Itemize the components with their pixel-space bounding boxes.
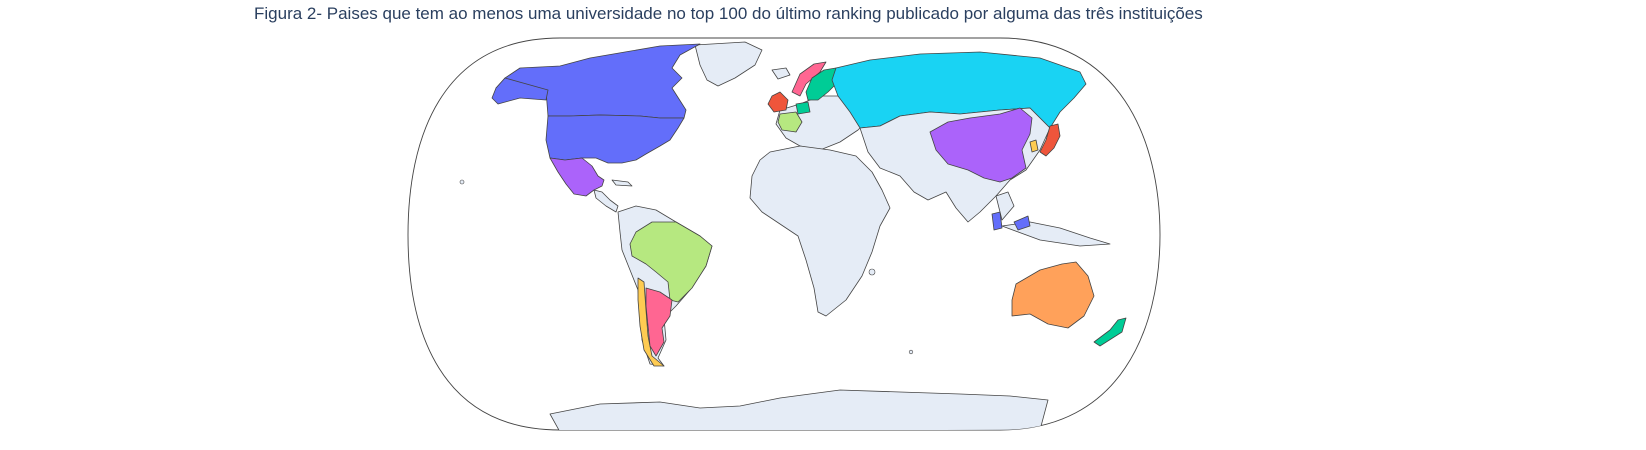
- country-chile: [637, 277, 665, 367]
- indonesia: [1001, 221, 1111, 247]
- country-france: [777, 111, 803, 133]
- country-netherlands: [795, 101, 811, 115]
- central-america: [593, 189, 619, 213]
- country-norway: [791, 61, 827, 97]
- country-south-korea: [1029, 139, 1039, 153]
- country-japan: [1039, 123, 1061, 157]
- country-new-zealand: [1093, 317, 1127, 347]
- country-singapore: [991, 211, 1003, 231]
- hawaii-island: [459, 179, 465, 185]
- africa: [749, 145, 891, 317]
- antarctica: [549, 389, 1049, 430]
- country-china: [929, 107, 1033, 183]
- country-argentina: [645, 287, 673, 357]
- malaysia-borneo: [1013, 215, 1031, 231]
- country-united-kingdom: [767, 91, 789, 113]
- cuba: [611, 179, 633, 187]
- south-georgia-island: [908, 349, 914, 355]
- figure-title: Figura 2- Paises que tem ao menos uma un…: [254, 4, 1203, 23]
- greenland: [694, 41, 763, 87]
- country-brazil: [629, 221, 713, 303]
- country-australia: [1011, 261, 1095, 329]
- madagascar-island: [868, 268, 876, 276]
- iceland: [771, 67, 791, 80]
- country-mexico: [549, 157, 605, 197]
- country-united-states-alaska: [491, 77, 549, 105]
